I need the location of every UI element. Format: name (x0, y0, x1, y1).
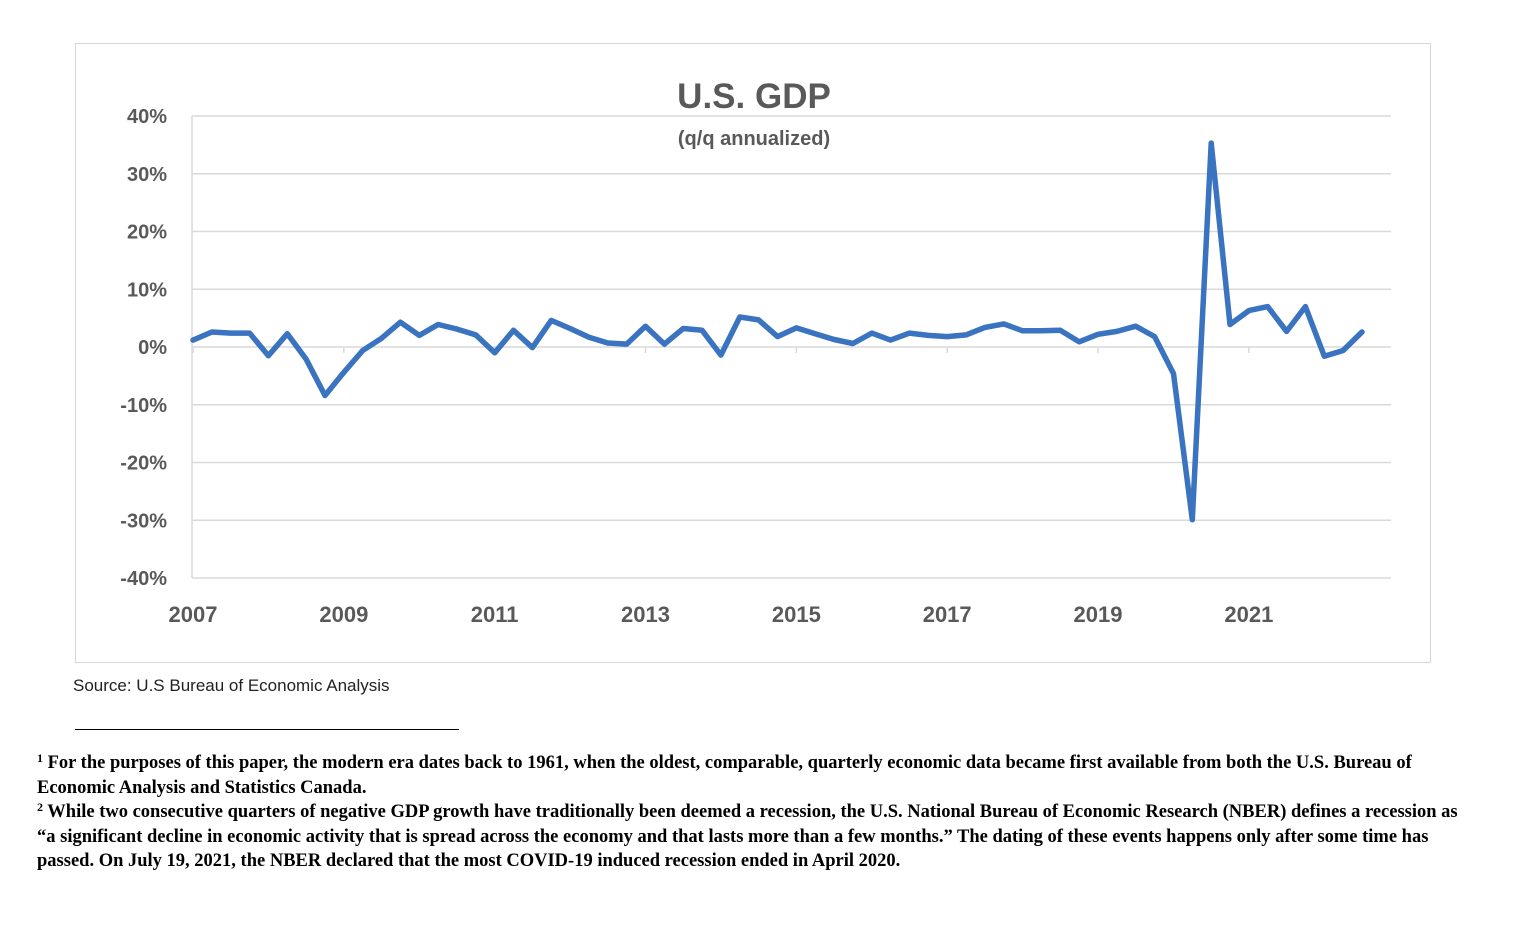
y-tick-label: 40% (127, 106, 167, 128)
x-tick-label: 2011 (471, 602, 519, 627)
gdp-growth-line (190, 140, 1365, 523)
footnote-marker: 1 (37, 751, 43, 765)
x-tick-label: 2009 (319, 602, 368, 627)
y-tick-label: 30% (127, 164, 167, 186)
chart-title: U.S. GDP (677, 77, 831, 116)
x-tick-label: 2007 (169, 602, 218, 627)
series-line-layer (190, 140, 1365, 523)
gridlines (192, 115, 1391, 579)
footnote-1: 1 For the purposes of this paper, the mo… (37, 751, 1477, 800)
x-tick-label: 2015 (772, 602, 821, 627)
x-tick-label: 2019 (1074, 602, 1123, 627)
x-tick-label: 2021 (1224, 602, 1273, 627)
y-tick-label: 10% (127, 279, 167, 301)
y-tick-label: -10% (120, 395, 167, 417)
footnote-2: 2 While two consecutive quarters of nega… (37, 800, 1477, 874)
gdp-line-chart: 40% 30% 20% 10% 0% -10% -20% -30% -40%2007 2009 20… (120, 77, 1391, 627)
footnote-text: For the purposes of this paper, the mode… (37, 753, 1412, 798)
y-tick-label: -40% (120, 568, 167, 590)
y-tick-label: -30% (120, 510, 167, 532)
x-tick-label: 2017 (923, 602, 972, 627)
axes: 40% 30% 20% 10% 0% -10% -20% -30% -40%2007 2009 20… (120, 106, 1273, 627)
footnote-divider (75, 729, 459, 730)
y-tick-label: 20% (127, 222, 167, 244)
y-tick-label: 0% (138, 337, 167, 359)
x-tick-label: 2013 (621, 602, 670, 627)
y-tick-label: -20% (120, 453, 167, 475)
chart-frame: 40% 30% 20% 10% 0% -10% -20% -30% -40% 2007 2009 20… (75, 43, 1431, 663)
chart-subtitle: (q/q annualized) (678, 128, 830, 150)
footnotes: 1 For the purposes of this paper, the mo… (37, 751, 1477, 874)
footnote-text: While two consecutive quarters of negati… (37, 802, 1458, 871)
footnote-marker: 2 (37, 800, 43, 814)
source-note: Source: U.S Bureau of Economic Analysis (73, 676, 390, 695)
